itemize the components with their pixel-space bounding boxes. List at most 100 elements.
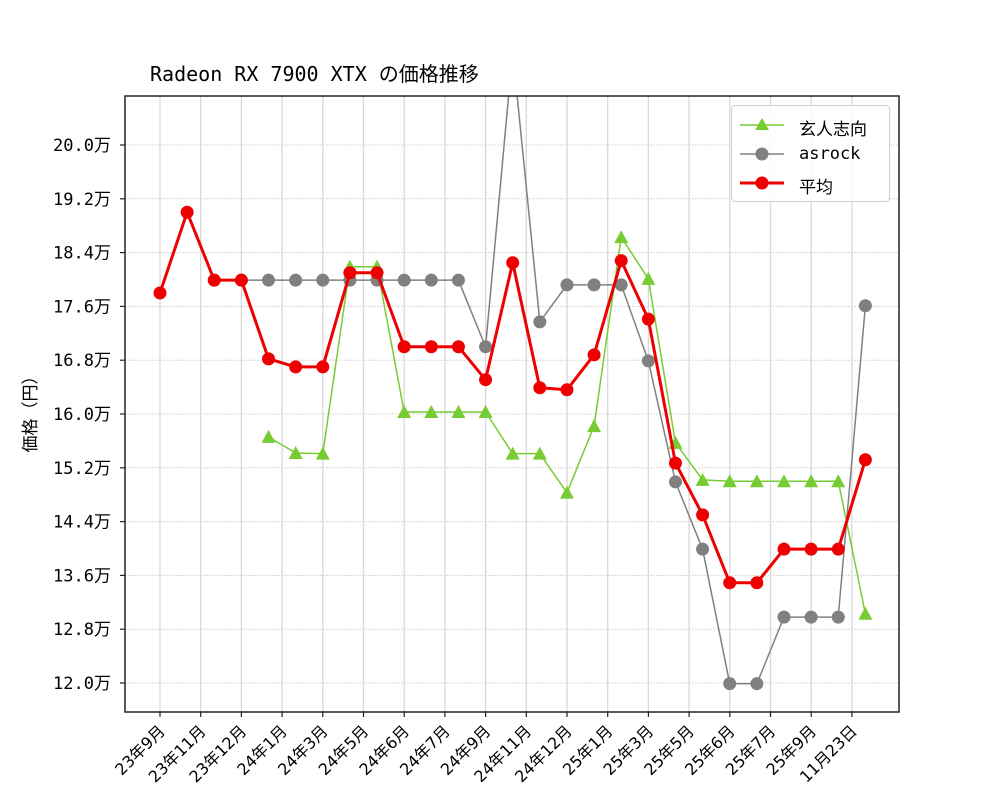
circle-marker-icon bbox=[740, 176, 784, 190]
data-point bbox=[532, 446, 547, 460]
data-point bbox=[695, 472, 710, 486]
data-point bbox=[316, 273, 330, 287]
data-point bbox=[749, 474, 764, 488]
y-tick-label: 14.4万 bbox=[53, 513, 111, 533]
data-point bbox=[397, 404, 412, 418]
data-point bbox=[587, 419, 602, 433]
x-axis: 23年9月23年11月23年12月24年1月24年3月24年5月24年6月24年… bbox=[111, 712, 861, 786]
data-point bbox=[261, 429, 276, 443]
data-point bbox=[722, 474, 737, 488]
data-point bbox=[451, 404, 466, 418]
data-point bbox=[288, 446, 303, 460]
y-tick-label: 20.0万 bbox=[53, 136, 111, 156]
data-point bbox=[424, 404, 439, 418]
data-point bbox=[262, 352, 276, 366]
data-point bbox=[343, 266, 357, 280]
y-tick-label: 13.6万 bbox=[53, 566, 111, 586]
data-point bbox=[641, 354, 655, 368]
legend-label: 平均 bbox=[799, 178, 833, 198]
series-asrock bbox=[207, 45, 872, 691]
data-point bbox=[451, 340, 465, 354]
y-tick-label: 16.0万 bbox=[53, 405, 111, 425]
data-point bbox=[207, 273, 221, 287]
y-tick-label: 19.2万 bbox=[53, 190, 111, 210]
data-point bbox=[831, 610, 845, 624]
data-point bbox=[506, 256, 520, 270]
data-point bbox=[451, 273, 465, 287]
data-point bbox=[506, 45, 519, 58]
data-point bbox=[614, 254, 628, 268]
legend-item-asrock: asrock bbox=[732, 142, 889, 166]
data-point bbox=[750, 677, 764, 691]
data-point bbox=[479, 340, 493, 354]
y-axis: 12.0万 12.8万 13.6万 14.4万 15.2万 16.0万 16.8万 17.6万… bbox=[53, 136, 125, 694]
circle-marker-icon bbox=[740, 147, 784, 161]
data-point bbox=[696, 542, 710, 556]
grid-lines bbox=[125, 96, 899, 712]
y-tick-label: 18.4万 bbox=[53, 244, 111, 264]
data-point bbox=[424, 273, 438, 287]
data-point bbox=[831, 542, 845, 556]
data-point bbox=[777, 542, 791, 556]
data-point bbox=[289, 273, 303, 287]
y-tick-label: 17.6万 bbox=[53, 297, 111, 317]
triangle-marker-icon bbox=[740, 118, 784, 130]
data-point bbox=[479, 373, 493, 387]
y-tick-label: 15.2万 bbox=[53, 459, 111, 479]
legend-label: asrock bbox=[799, 144, 861, 164]
plot-frame bbox=[124, 95, 900, 713]
data-point bbox=[614, 230, 629, 244]
data-point bbox=[505, 446, 520, 460]
data-point bbox=[641, 312, 655, 326]
data-point bbox=[858, 606, 873, 620]
data-point bbox=[804, 610, 818, 624]
data-point bbox=[533, 381, 547, 395]
data-point bbox=[587, 278, 601, 292]
series-平均 bbox=[153, 205, 872, 590]
data-point bbox=[424, 340, 438, 354]
data-point bbox=[858, 453, 872, 467]
data-point bbox=[804, 474, 819, 488]
data-point bbox=[614, 278, 628, 292]
data-point bbox=[587, 348, 601, 362]
data-point bbox=[397, 340, 411, 354]
data-point bbox=[289, 360, 303, 374]
data-point bbox=[723, 677, 737, 691]
legend-item-kuroutoshikou: 玄人志向 bbox=[732, 113, 889, 140]
data-point bbox=[234, 273, 248, 287]
data-point bbox=[316, 360, 330, 374]
data-point bbox=[776, 474, 791, 488]
data-point bbox=[560, 278, 574, 292]
series-layer bbox=[153, 45, 873, 691]
y-axis-label: 価格（円） bbox=[21, 368, 41, 453]
data-point bbox=[559, 485, 574, 499]
data-point bbox=[750, 576, 764, 590]
y-tick-label: 16.8万 bbox=[53, 351, 111, 371]
data-point bbox=[533, 315, 547, 329]
data-point bbox=[180, 205, 194, 219]
data-point bbox=[831, 474, 846, 488]
legend-label: 玄人志向 bbox=[799, 120, 867, 140]
data-point bbox=[315, 446, 330, 460]
data-point bbox=[668, 456, 682, 470]
data-point bbox=[668, 475, 682, 489]
data-point bbox=[804, 542, 818, 556]
y-tick-label: 12.0万 bbox=[53, 674, 111, 694]
data-point bbox=[560, 383, 574, 397]
y-tick-label: 12.8万 bbox=[53, 620, 111, 640]
chart-legend: 玄人志向 asrock 平均 bbox=[731, 105, 890, 202]
data-point bbox=[478, 404, 493, 418]
data-point bbox=[397, 273, 411, 287]
data-point bbox=[153, 286, 167, 300]
series-玄人志向 bbox=[261, 230, 873, 620]
legend-item-average: 平均 bbox=[732, 171, 889, 198]
data-point bbox=[696, 508, 710, 522]
data-point bbox=[641, 271, 656, 285]
data-point bbox=[777, 610, 791, 624]
data-point bbox=[262, 273, 276, 287]
chart-title: Radeon RX 7900 XTX の価格推移 bbox=[150, 62, 479, 86]
data-point bbox=[370, 266, 384, 280]
data-point bbox=[723, 576, 737, 590]
data-point bbox=[858, 299, 872, 313]
